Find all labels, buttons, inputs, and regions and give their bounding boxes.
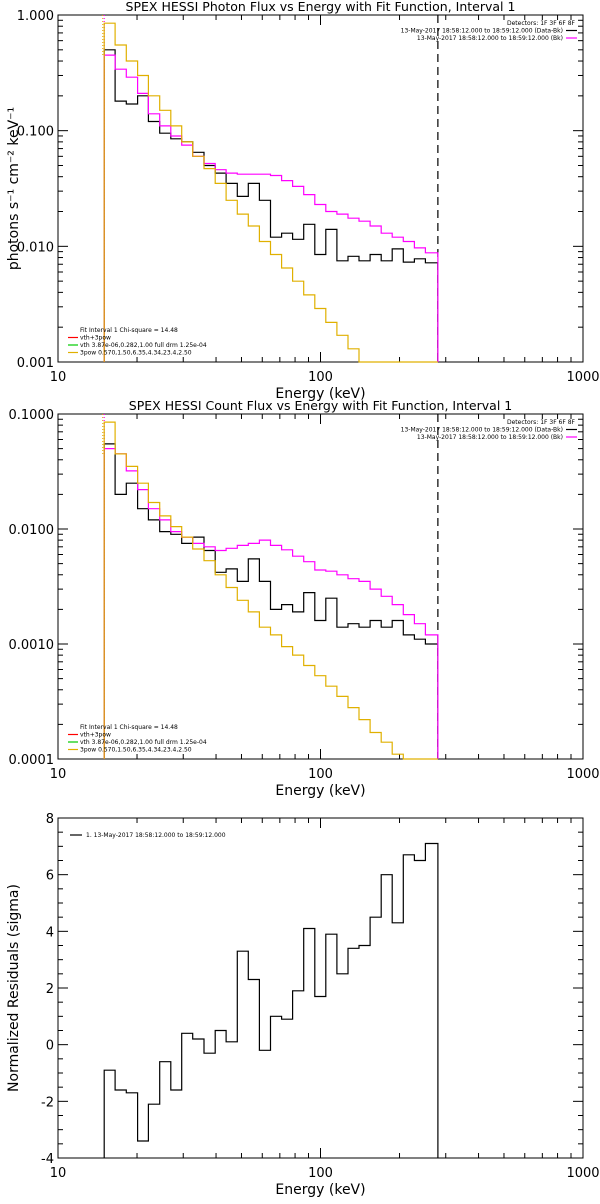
panel-2-legend-bottom-left-entry: 3pow 0.570,1.50,6.35,4.34,23.4,2.50 xyxy=(80,747,192,754)
panel-2-legend-top-right-entry: 13-May-2017 18:58:12.000 to 18:59:12.000… xyxy=(417,434,563,441)
panel-2-legend-bottom-left-entry: Fit Interval 1 Chi-square = 14.48 xyxy=(80,724,178,731)
panel-3-x-axis-label: Energy (keV) xyxy=(275,1182,365,1198)
panel-2-x-tick-label: 1000 xyxy=(566,767,599,782)
panel-1-y-tick-label: 1.000 xyxy=(17,9,54,24)
panel-3-y-tick-label: 6 xyxy=(46,869,54,884)
panel-2-series-3pow xyxy=(103,421,438,760)
panel-2-y-tick-label: 0.0100 xyxy=(9,523,55,538)
panel-1-legend-top-right-entry: 13-May-2017 18:58:12.000 to 18:59:12.000… xyxy=(401,28,563,35)
panel-2-plot-frame xyxy=(57,413,584,760)
panel-1-legend-bottom-left-entry: Fit Interval 1 Chi-square = 14.48 xyxy=(80,327,178,334)
panel-3-x-tick-label: 1000 xyxy=(566,1166,599,1181)
panel-3-plot-frame xyxy=(57,817,584,1159)
panel-3-y-tick-label: -4 xyxy=(41,1152,54,1167)
panel-1-legend-top-right-entry: 13-May-2017 18:58:12.000 to 18:59:12.000… xyxy=(417,35,563,42)
panel-1-chart-title: SPEX HESSI Photon Flux vs Energy with Fi… xyxy=(126,0,516,14)
panel-2-legend-top-right-entry: 13-May-2017 18:58:12.000 to 18:59:12.000… xyxy=(401,427,563,434)
panel-1-y-axis-label: photons s⁻¹ cm⁻² keV⁻¹ xyxy=(6,107,22,270)
panel-1-y-tick-label: 0.010 xyxy=(17,240,54,255)
panel-1-y-tick-label: 0.100 xyxy=(17,125,54,140)
panel-3-y-tick-label: 4 xyxy=(46,925,54,940)
panel-1-x-tick-label: 100 xyxy=(308,370,333,385)
panel-1-y-tick-label: 0.001 xyxy=(17,356,54,371)
panel-2-x-tick-label: 10 xyxy=(50,767,67,782)
panel-3-x-tick-label: 100 xyxy=(308,1166,333,1181)
panel-2-y-tick-label: 0.0010 xyxy=(9,638,55,653)
panel-3-legend-top-left-entry: 1. 13-May-2017 18:58:12.000 to 18:59:12.… xyxy=(86,832,226,839)
panel-2-legend-top-right-entry: Detectors: 1F 3F 6F 8F xyxy=(507,419,576,426)
panel-3-y-tick-label: 8 xyxy=(46,812,54,827)
panel-2-x-tick-label: 100 xyxy=(308,767,333,782)
panel-1-legend-bottom-left-entry: 3pow 0.570,1.50,6.35,4.34,23.4,2.50 xyxy=(80,350,192,357)
panel-2-series-data-bk xyxy=(103,443,439,759)
panel-1-x-axis-label: Energy (keV) xyxy=(275,386,365,402)
panel-1-x-tick-label: 1000 xyxy=(566,370,599,385)
panel-3-y-tick-label: -2 xyxy=(41,1095,54,1110)
panel-2-chart-title: SPEX HESSI Count Flux vs Energy with Fit… xyxy=(129,398,512,413)
panel-1-plot-frame xyxy=(57,14,584,363)
panel-3-x-tick-label: 10 xyxy=(50,1166,67,1181)
panel-2-legend-bottom-left-entry: vth 3.87e-06,0.282,1.00 full drm 1.25e-0… xyxy=(80,739,207,746)
panel-2-y-tick-label: 0.0001 xyxy=(9,753,55,768)
panel-1-series-3pow xyxy=(103,22,438,363)
panel-1-legend-top-right-entry: Detectors: 1F 3F 6F 8F xyxy=(507,20,576,27)
panel-3-y-tick-label: 0 xyxy=(46,1039,54,1054)
panel-3-y-tick-label: 2 xyxy=(46,982,54,997)
panel-2-y-tick-label: 0.1000 xyxy=(9,408,55,423)
panel-1-legend-bottom-left-entry: vth 3.87e-06,0.282,1.00 full drm 1.25e-0… xyxy=(80,342,207,349)
panel-2-legend-bottom-left-entry: vth+3pow xyxy=(80,732,111,739)
panel-1-series-bk xyxy=(103,54,439,362)
panel-1-x-tick-label: 10 xyxy=(50,370,67,385)
panel-1-legend-bottom-left-entry: vth+3pow xyxy=(80,335,111,342)
panel-1-series-data-bk xyxy=(103,49,439,362)
panel-2-x-axis-label: Energy (keV) xyxy=(275,783,365,799)
panel-3-series-1-13-may-2017-18-58-12-000-to-18-59-12-000 xyxy=(103,842,439,1158)
panel-3-y-axis-label: Normalized Residuals (sigma) xyxy=(6,884,22,1092)
